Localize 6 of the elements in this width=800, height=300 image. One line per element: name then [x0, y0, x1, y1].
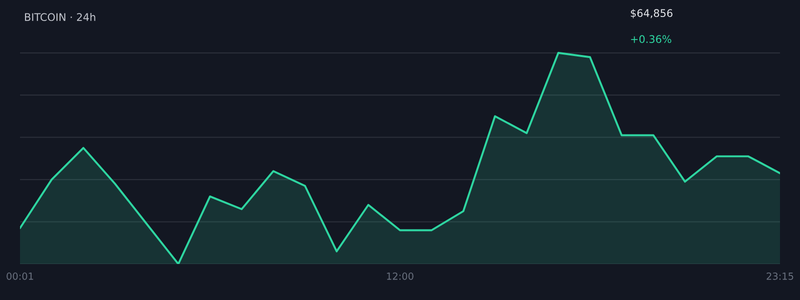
- text: $64,856: [630, 8, 672, 18]
- chart-title: BITCOIN · 24h: [25, 12, 96, 22]
- x-tick-label: 12:00: [387, 272, 414, 280]
- text: +0.36%: [631, 35, 672, 44]
- x-tick-label: 00:01: [6, 272, 34, 280]
- x-tick-label: 23:15: [766, 272, 794, 280]
